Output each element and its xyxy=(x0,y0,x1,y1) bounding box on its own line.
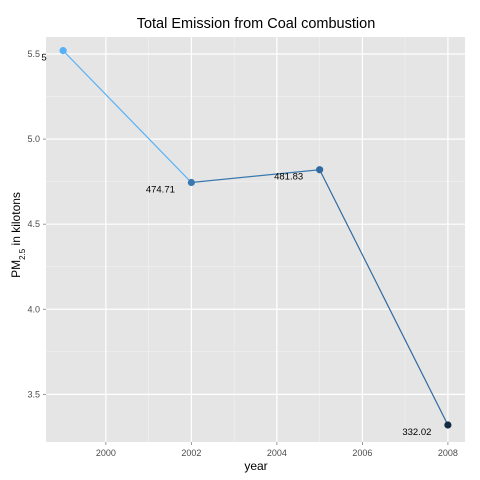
series-line-segment xyxy=(319,169,449,426)
y-tick-label: 5.0 xyxy=(27,134,40,144)
x-tick-label: 2000 xyxy=(96,448,116,458)
data-point xyxy=(59,47,67,55)
y-axis-title-subscript: 2.5 xyxy=(18,248,27,260)
data-label: 332.02 xyxy=(402,427,431,438)
y-tick-label: 4.5 xyxy=(27,219,40,229)
tick-labels: 2000 2002 2004 2006 2008 3.5 4.0 4.5 5.0 5.5 xyxy=(27,49,457,458)
data-point xyxy=(187,178,195,187)
y-tick-label: 4.0 xyxy=(27,304,40,314)
grid-lines xyxy=(46,37,465,442)
series-lines xyxy=(62,50,449,426)
data-label: 481.83 xyxy=(274,172,303,183)
x-tick-label: 2004 xyxy=(267,448,287,458)
data-label: 474.71 xyxy=(146,184,175,195)
series-line-segment xyxy=(191,169,320,184)
y-tick-label: 3.5 xyxy=(27,389,40,399)
series-line-segment xyxy=(62,50,192,183)
y-tick-label: 5.5 xyxy=(27,49,40,59)
series-points xyxy=(59,47,452,429)
data-labels: 5 474.71 481.83 332.02 xyxy=(41,53,431,438)
y-axis-title-main: PM xyxy=(9,260,23,278)
y-axis-title: PM2.5 in kilotons xyxy=(9,192,27,278)
x-tick-label: 2002 xyxy=(181,448,201,458)
x-tick-label: 2008 xyxy=(438,448,458,458)
data-point xyxy=(444,421,452,429)
x-tick-label: 2006 xyxy=(352,448,372,458)
data-point xyxy=(316,166,324,174)
y-axis-title-rest: in kilotons xyxy=(9,192,23,249)
data-label: 5 xyxy=(41,53,46,64)
chart-title: Total Emission from Coal combustion xyxy=(137,16,376,32)
x-axis-title: year xyxy=(244,459,267,473)
